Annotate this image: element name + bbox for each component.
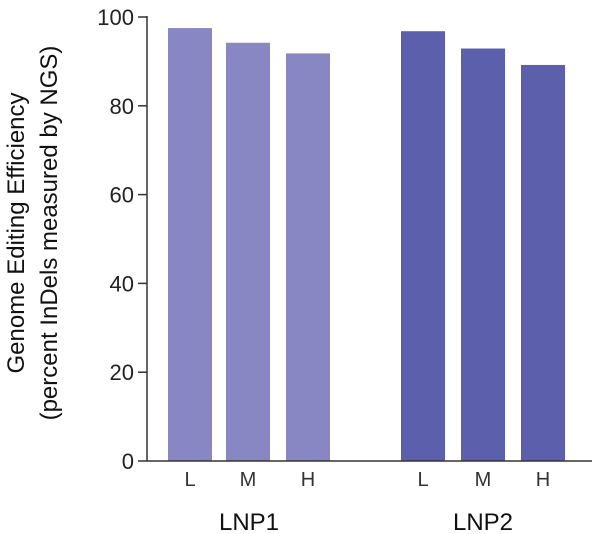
bar-lnp1-h xyxy=(286,53,330,462)
group-label-lnp2: LNP2 xyxy=(453,509,513,534)
bar-lnp1-m xyxy=(226,42,270,461)
bar-lnp1-l xyxy=(168,28,212,461)
y-tick-label-80: 80 xyxy=(110,94,134,119)
x-tick-label-lnp1-l: L xyxy=(184,469,195,491)
x-tick-label-lnp2-m: M xyxy=(475,469,492,491)
bar-lnp2-m xyxy=(461,48,505,462)
y-axis-title: Genome Editing Efficiency (percent InDel… xyxy=(3,46,63,421)
labels-layer: 0 20 40 60 80 100 L M H LNP1 L M H LNP2 xyxy=(97,5,550,534)
y-axis-title-line2: (percent InDels measured by NGS) xyxy=(36,46,63,421)
x-tick-label-lnp1-h: H xyxy=(301,469,315,491)
x-tick-label-lnp2-l: L xyxy=(417,469,428,491)
bars-layer xyxy=(168,28,565,462)
y-tick-label-0: 0 xyxy=(122,449,134,474)
y-tick-label-40: 40 xyxy=(110,271,134,296)
y-tick-label-20: 20 xyxy=(110,360,134,385)
y-tick-label-100: 100 xyxy=(97,5,134,30)
y-axis-title-line1: Genome Editing Efficiency xyxy=(3,92,30,373)
axes-layer xyxy=(138,16,592,462)
group-label-lnp1: LNP1 xyxy=(219,509,279,534)
x-tick-label-lnp1-m: M xyxy=(240,469,257,491)
x-tick-label-lnp2-h: H xyxy=(536,469,550,491)
bar-lnp2-l xyxy=(401,31,445,461)
y-tick-label-60: 60 xyxy=(110,183,134,208)
bar-lnp2-h xyxy=(521,64,565,462)
